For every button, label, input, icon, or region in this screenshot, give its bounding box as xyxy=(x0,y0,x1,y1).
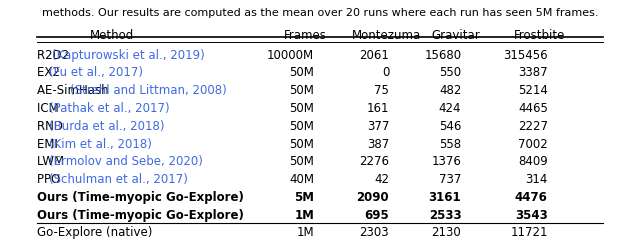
Text: 5M: 5M xyxy=(294,191,314,204)
Text: 5214: 5214 xyxy=(518,84,548,97)
Text: 3161: 3161 xyxy=(429,191,461,204)
Text: 2061: 2061 xyxy=(359,49,389,62)
Text: 42: 42 xyxy=(374,173,389,186)
Text: 482: 482 xyxy=(439,84,461,97)
Text: 2533: 2533 xyxy=(429,209,461,222)
Text: Gravitar: Gravitar xyxy=(431,29,480,42)
Text: (Burda et al., 2018): (Burda et al., 2018) xyxy=(49,120,165,133)
Text: (Ermolov and Sebe, 2020): (Ermolov and Sebe, 2020) xyxy=(49,155,204,168)
Text: Ours (Time-myopic Go-Explore): Ours (Time-myopic Go-Explore) xyxy=(37,191,244,204)
Text: 546: 546 xyxy=(439,120,461,133)
Text: (Pathak et al., 2017): (Pathak et al., 2017) xyxy=(49,102,170,115)
Text: LWM: LWM xyxy=(37,155,68,168)
Text: 3387: 3387 xyxy=(518,67,548,80)
Text: 40M: 40M xyxy=(289,173,314,186)
Text: ICM: ICM xyxy=(37,102,63,115)
Text: 2303: 2303 xyxy=(360,227,389,240)
Text: Frames: Frames xyxy=(284,29,327,42)
Text: 377: 377 xyxy=(367,120,389,133)
Text: 50M: 50M xyxy=(289,67,314,80)
Text: 2276: 2276 xyxy=(359,155,389,168)
Text: 4476: 4476 xyxy=(515,191,548,204)
Text: Montezuma: Montezuma xyxy=(352,29,421,42)
Text: Frostbite: Frostbite xyxy=(513,29,565,42)
Text: 161: 161 xyxy=(367,102,389,115)
Text: 8409: 8409 xyxy=(518,155,548,168)
Text: Go-Explore (native): Go-Explore (native) xyxy=(37,227,153,240)
Text: 50M: 50M xyxy=(289,84,314,97)
Text: (Kapturowski et al., 2019): (Kapturowski et al., 2019) xyxy=(52,49,205,62)
Text: RND: RND xyxy=(37,120,67,133)
Text: 315456: 315456 xyxy=(503,49,548,62)
Text: 1M: 1M xyxy=(294,209,314,222)
Text: 1376: 1376 xyxy=(431,155,461,168)
Text: (Schulman et al., 2017): (Schulman et al., 2017) xyxy=(49,173,188,186)
Text: 1M: 1M xyxy=(296,227,314,240)
Text: 550: 550 xyxy=(439,67,461,80)
Text: Ours (Time-myopic Go-Explore): Ours (Time-myopic Go-Explore) xyxy=(37,209,244,222)
Text: 75: 75 xyxy=(374,84,389,97)
Text: 387: 387 xyxy=(367,138,389,151)
Text: R2D2: R2D2 xyxy=(37,49,74,62)
Text: 3543: 3543 xyxy=(515,209,548,222)
Text: 0: 0 xyxy=(382,67,389,80)
Text: 737: 737 xyxy=(439,173,461,186)
Text: (Strehl and Littman, 2008): (Strehl and Littman, 2008) xyxy=(70,84,227,97)
Text: 50M: 50M xyxy=(289,155,314,168)
Text: 50M: 50M xyxy=(289,102,314,115)
Text: 50M: 50M xyxy=(289,120,314,133)
Text: 314: 314 xyxy=(525,173,548,186)
Text: AE-SimHash: AE-SimHash xyxy=(37,84,113,97)
Text: 2227: 2227 xyxy=(518,120,548,133)
Text: (Fu et al., 2017): (Fu et al., 2017) xyxy=(49,67,143,80)
Text: 50M: 50M xyxy=(289,138,314,151)
Text: 4465: 4465 xyxy=(518,102,548,115)
Text: EMI: EMI xyxy=(37,138,62,151)
Text: (Kim et al., 2018): (Kim et al., 2018) xyxy=(49,138,152,151)
Text: 11721: 11721 xyxy=(510,227,548,240)
Text: 2130: 2130 xyxy=(431,227,461,240)
Text: 15680: 15680 xyxy=(424,49,461,62)
Text: Method: Method xyxy=(90,29,134,42)
Text: 10000M: 10000M xyxy=(267,49,314,62)
Text: methods. Our results are computed as the mean over 20 runs where each run has se: methods. Our results are computed as the… xyxy=(42,8,598,18)
Text: EX2: EX2 xyxy=(37,67,64,80)
Text: 7002: 7002 xyxy=(518,138,548,151)
Text: 695: 695 xyxy=(364,209,389,222)
Text: 424: 424 xyxy=(439,102,461,115)
Text: PPO: PPO xyxy=(37,173,65,186)
Text: 2090: 2090 xyxy=(356,191,389,204)
Text: 558: 558 xyxy=(439,138,461,151)
